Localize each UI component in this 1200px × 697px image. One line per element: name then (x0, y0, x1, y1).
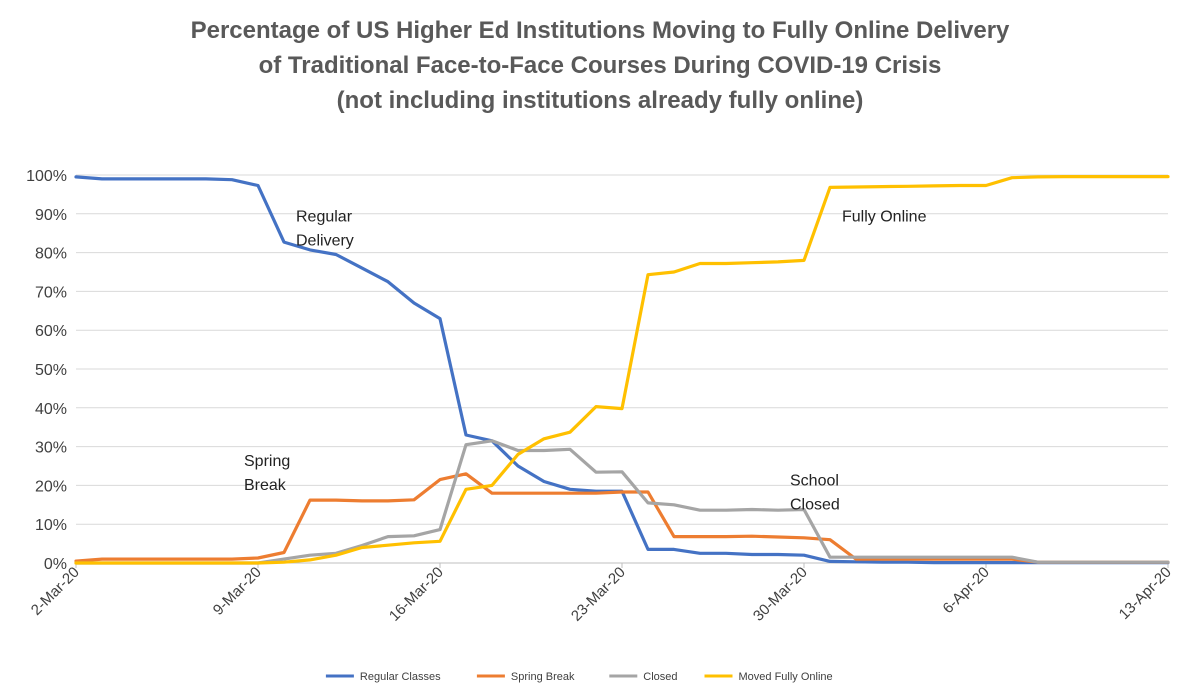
annotation-spring-break: Spring (244, 453, 290, 470)
x-tick-label: 23-Mar-20 (568, 564, 629, 625)
x-tick-label: 9-Mar-20 (210, 564, 265, 619)
chart-title-line: (not including institutions already full… (337, 87, 864, 114)
y-tick-label: 50% (35, 362, 67, 379)
legend-label-moved-fully-online: Moved Fully Online (739, 671, 833, 683)
annotations: Regular Delivery Fully Online Spring Break Sc… (244, 209, 927, 514)
y-tick-label: 20% (35, 478, 67, 495)
x-tick-label: 30-Mar-20 (750, 564, 811, 625)
series-line-regular-classes (74, 175, 1170, 565)
y-tick-label: 10% (35, 517, 67, 534)
annotation-moved-fully-online: Fully Online (842, 209, 927, 226)
chart-title: Percentage of US Higher Ed Institutions … (191, 17, 1010, 114)
annotation-spring-break: Break (244, 477, 287, 494)
annotation-closed: School (790, 472, 839, 489)
series-lines (74, 175, 1170, 565)
y-tick-label: 60% (35, 323, 67, 340)
x-tick-label: 13-Apr-20 (1116, 564, 1175, 623)
x-tick-label: 16-Mar-20 (386, 564, 447, 625)
y-tick-label: 70% (35, 284, 67, 301)
legend-label-regular-classes: Regular Classes (360, 671, 441, 683)
annotation-regular-classes: Regular (296, 209, 353, 226)
y-tick-label: 100% (26, 168, 67, 185)
chart-title-line: Percentage of US Higher Ed Institutions … (191, 17, 1010, 44)
y-tick-label: 0% (44, 556, 67, 573)
y-axis-ticks: 0% 10% 20% 30% 40% 50% 60% 70% 80% 90% 100% (26, 168, 67, 573)
y-tick-label: 40% (35, 401, 67, 418)
series-line-moved-fully-online (74, 175, 1170, 565)
series-line-closed (74, 439, 1170, 565)
annotation-regular-classes: Delivery (296, 233, 354, 250)
chart-title-line: of Traditional Face-to-Face Courses Duri… (259, 52, 942, 79)
y-tick-label: 80% (35, 246, 67, 263)
x-tick-label: 6-Apr-20 (940, 564, 993, 617)
legend: Regular Classes Spring Break Closed Moved F… (325, 671, 833, 683)
legend-label-spring-break: Spring Break (511, 671, 575, 683)
y-tick-label: 30% (35, 440, 67, 457)
x-axis-ticks: 2-Mar-20 9-Mar-20 16-Mar-20 23-Mar-20 30-Mar… (28, 563, 1175, 625)
legend-label-closed: Closed (643, 671, 677, 683)
series-line-spring-break (74, 472, 1170, 564)
gridlines (76, 174, 1168, 564)
annotation-closed: Closed (790, 496, 840, 513)
y-tick-label: 90% (35, 207, 67, 224)
